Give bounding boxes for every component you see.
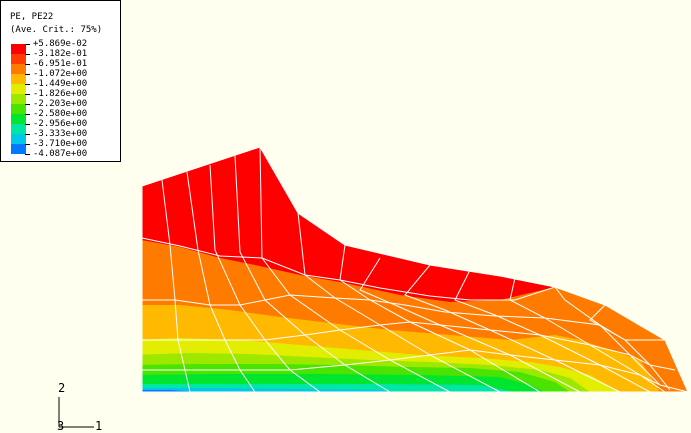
legend-value: -1.826e+00 <box>33 89 88 99</box>
legend-swatch <box>11 94 26 104</box>
legend-tick <box>25 84 30 85</box>
legend-swatch <box>11 54 26 64</box>
legend-swatch <box>11 84 26 94</box>
legend-value: -1.072e+00 <box>33 69 88 79</box>
triad-axes <box>58 397 94 428</box>
band-cyan <box>142 388 400 392</box>
legend-subtitle: (Ave. Crit.: 75%) <box>10 25 103 35</box>
legend-tick <box>25 104 30 105</box>
legend-swatch <box>11 74 26 84</box>
legend-value: -3.333e+00 <box>33 129 88 139</box>
legend-swatch <box>11 144 26 154</box>
legend-value: -4.087e+00 <box>33 149 88 159</box>
legend-value: -2.580e+00 <box>33 109 88 119</box>
legend-swatch <box>11 134 26 144</box>
legend-tick <box>25 44 30 45</box>
legend-value: -2.203e+00 <box>33 99 88 109</box>
legend-value: -1.449e+00 <box>33 79 88 89</box>
contour-legend: PE, PE22 (Ave. Crit.: 75%) <box>0 0 121 162</box>
legend-tick <box>25 154 30 155</box>
axis-2-label: 2 <box>58 381 66 395</box>
legend-swatch <box>11 64 26 74</box>
legend-tick <box>25 54 30 55</box>
legend-tick <box>25 144 30 145</box>
legend-tick <box>25 124 30 125</box>
axis-1-label: 1 <box>95 419 103 433</box>
legend-swatch <box>11 124 26 134</box>
legend-value: -3.710e+00 <box>33 139 88 149</box>
legend-value: -6.951e-01 <box>33 59 88 69</box>
coordinate-triad: 2 1 3 <box>52 380 112 433</box>
legend-tick <box>25 94 30 95</box>
part-outline <box>141 146 689 393</box>
contour-bands <box>142 147 688 392</box>
legend-tick <box>25 114 30 115</box>
legend-tick <box>25 64 30 65</box>
legend-value: +5.869e-02 <box>33 39 88 49</box>
legend-value: -3.182e-01 <box>33 49 88 59</box>
legend-swatch <box>11 114 26 124</box>
legend-tick <box>25 74 30 75</box>
legend-swatch <box>11 44 26 54</box>
band-teal <box>142 384 515 392</box>
legend-tick <box>25 134 30 135</box>
legend-title: PE, PE22 <box>10 12 54 22</box>
legend-value: -2.956e+00 <box>33 119 88 129</box>
legend-swatch <box>11 104 26 114</box>
axis-3-label: 3 <box>57 419 65 433</box>
